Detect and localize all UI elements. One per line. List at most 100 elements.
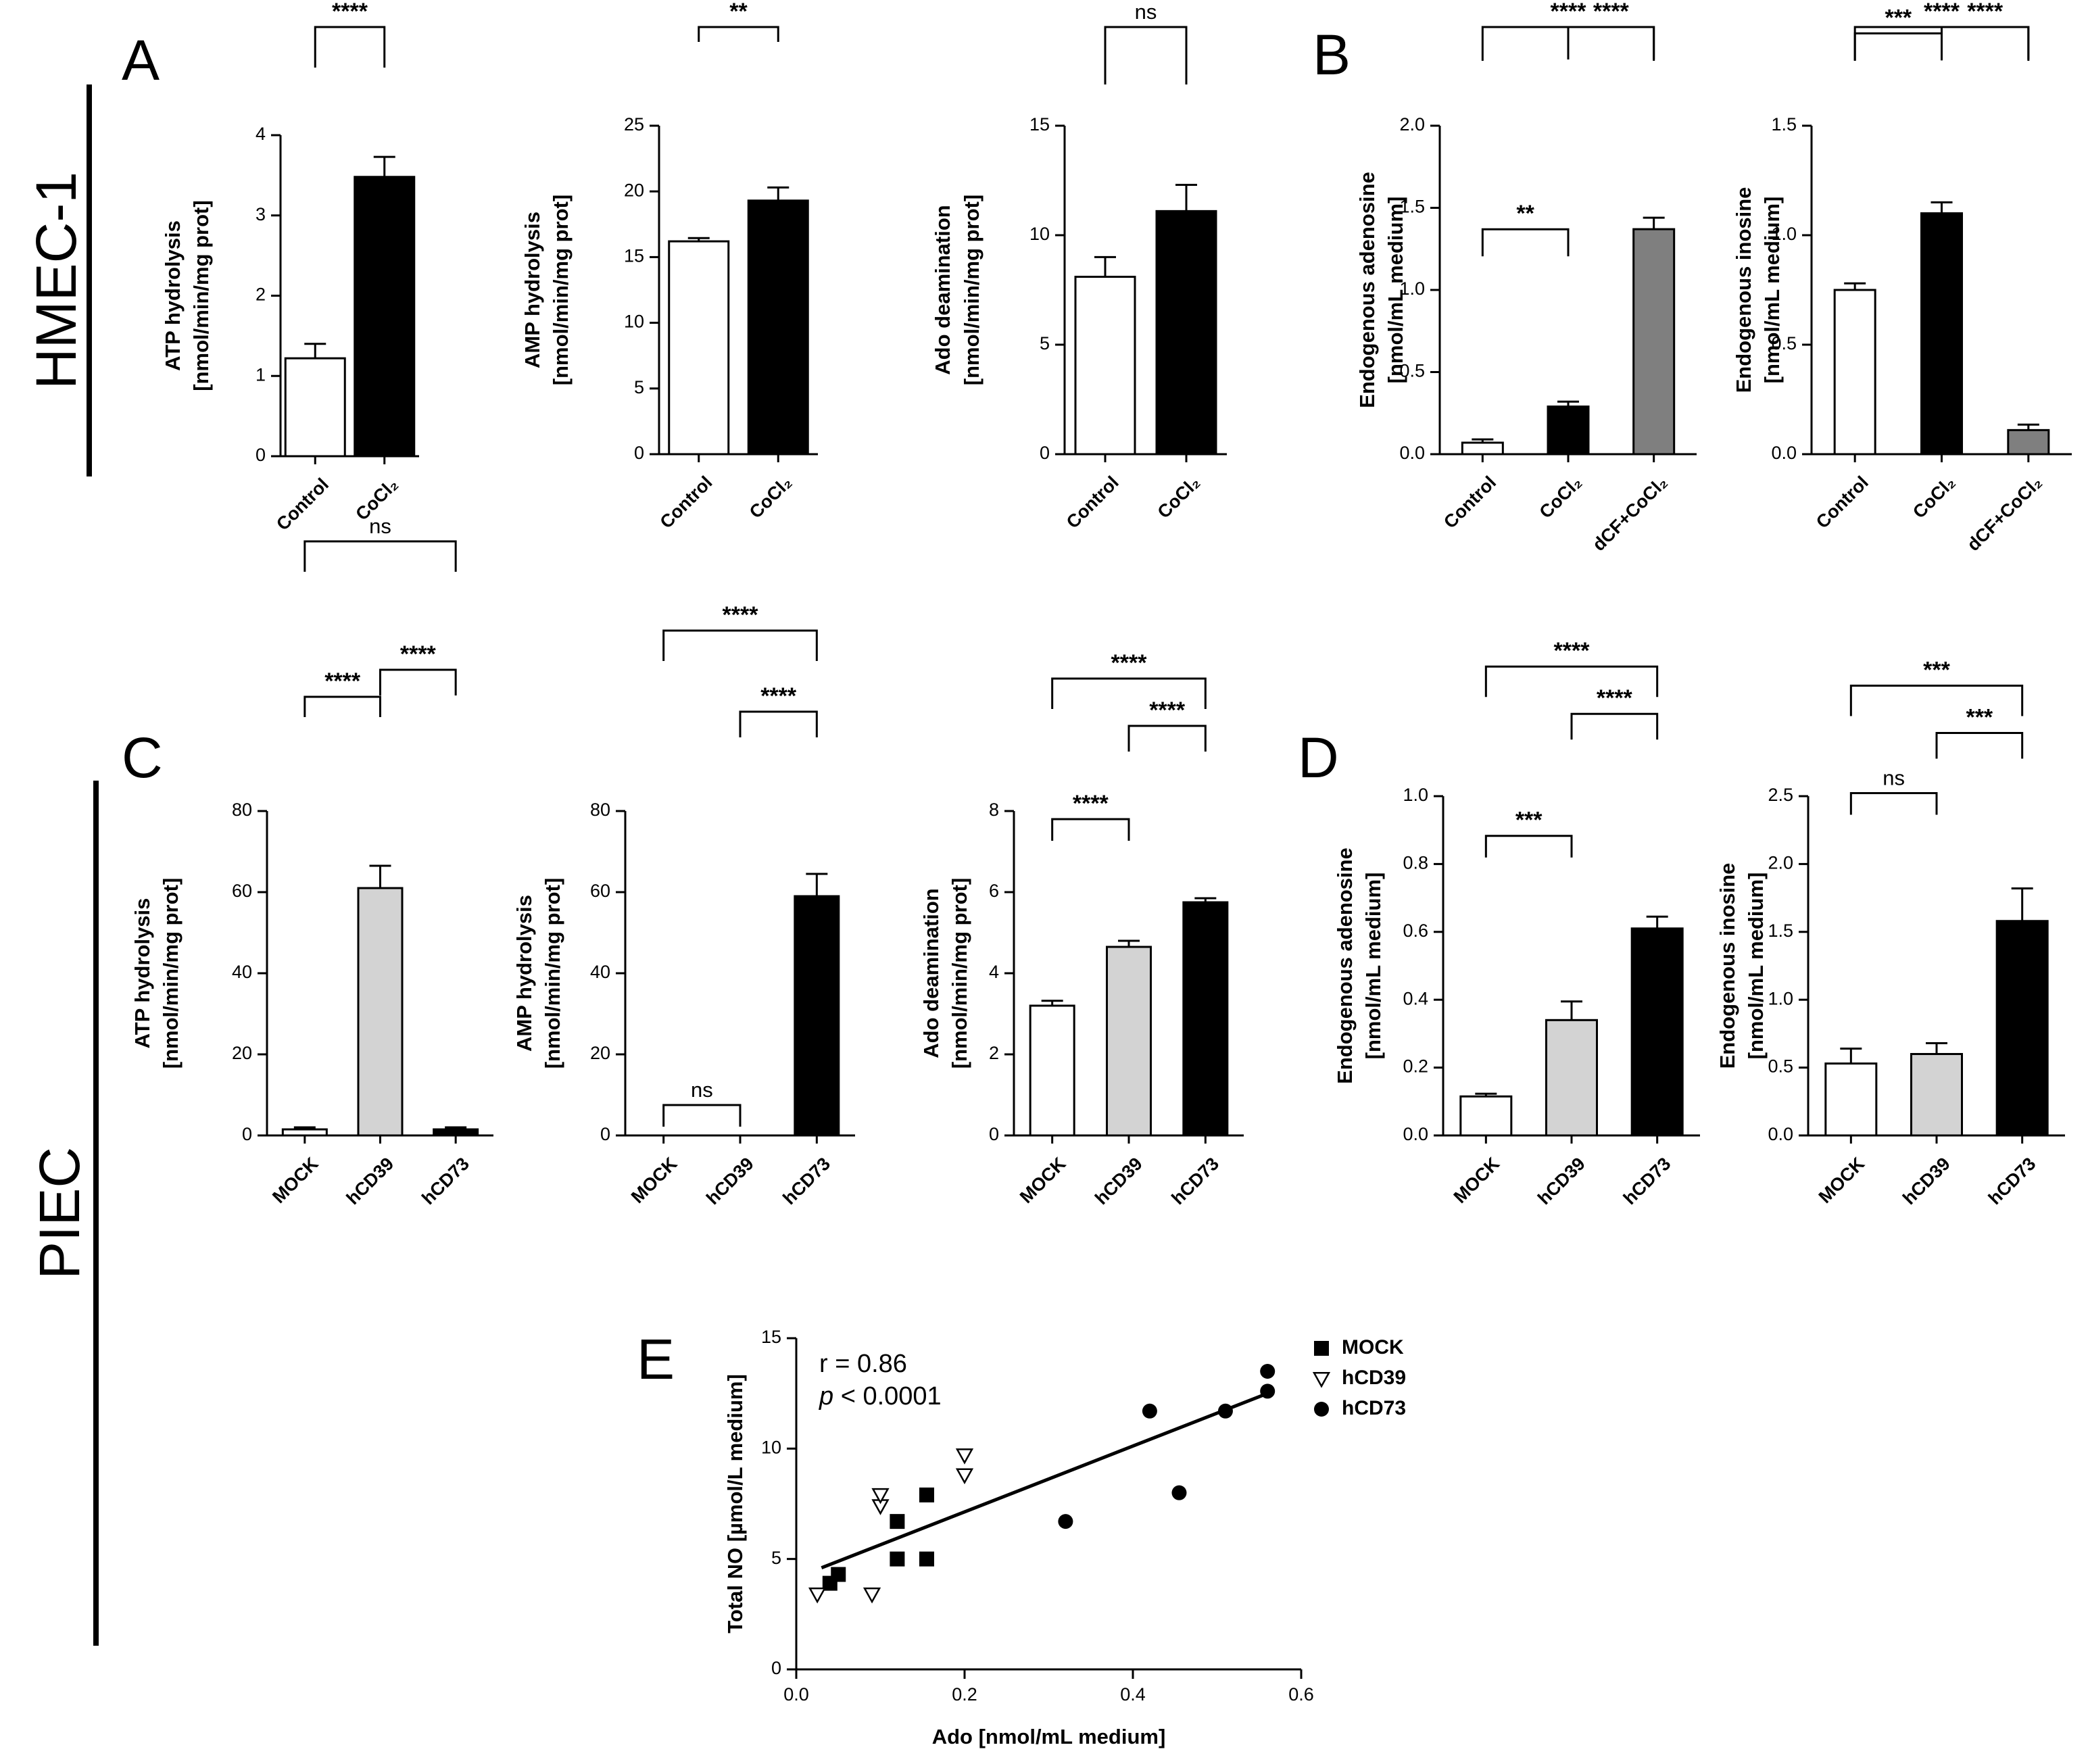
y-tick-label: 25 bbox=[624, 114, 644, 134]
y-axis-label: ATP hydrolysis bbox=[161, 220, 185, 371]
y-axis-label-units: [nmol/mL medium] bbox=[1760, 197, 1784, 384]
scatter-point-mock bbox=[890, 1551, 905, 1567]
row-piec-label: PIEC bbox=[28, 1147, 91, 1279]
scatter-point-hcd39 bbox=[871, 1488, 890, 1504]
y-axis-label: ATP hydrolysis bbox=[130, 898, 154, 1049]
significance-bracket bbox=[1849, 791, 1938, 815]
y-axis-label-units: [nmol/min/mg prot] bbox=[159, 878, 183, 1069]
significance-label: **** bbox=[723, 602, 759, 628]
regression-line bbox=[821, 1392, 1269, 1570]
y-tick-label: 15 bbox=[761, 1327, 781, 1347]
significance-bracket bbox=[1104, 26, 1188, 84]
significance-bracket bbox=[1570, 712, 1659, 740]
y-tick-label: 15 bbox=[1029, 114, 1050, 134]
significance-bracket bbox=[304, 540, 457, 572]
y-tick-label: 5 bbox=[634, 377, 644, 397]
significance-bracket bbox=[662, 629, 818, 661]
y-axis-label-units: [nmol/min/mg prot] bbox=[948, 878, 971, 1069]
significance-label: **** bbox=[1967, 0, 2004, 24]
y-axis-label-units: [nmol/mL medium] bbox=[1384, 197, 1407, 384]
y-tick-label: 20 bbox=[232, 1043, 252, 1063]
y-tick-label: 1.0 bbox=[1399, 278, 1425, 299]
x-axis-label: Ado [nmol/mL medium] bbox=[932, 1725, 1166, 1748]
y-axis-label-units: [nmol/min/mg prot] bbox=[960, 195, 984, 385]
bar bbox=[1833, 289, 1876, 456]
y-tick-label: 4 bbox=[989, 962, 999, 982]
y-tick-label: 80 bbox=[232, 800, 252, 820]
scatter-point-hcd73 bbox=[1217, 1403, 1233, 1419]
correlation-r: r = 0.86 bbox=[819, 1350, 907, 1378]
y-axis-label-units: [nmol/min/mg prot] bbox=[549, 195, 573, 385]
significance-bracket bbox=[1481, 26, 1655, 61]
y-tick-label: 0.8 bbox=[1403, 853, 1428, 873]
scatter-point-hcd73 bbox=[1142, 1403, 1157, 1419]
y-tick-label: 0.0 bbox=[1771, 443, 1797, 463]
bar bbox=[794, 895, 840, 1137]
x-tick-label: 0.0 bbox=[783, 1684, 809, 1705]
legend-label: hCD73 bbox=[1342, 1397, 1406, 1419]
x-tick-label: 0.2 bbox=[952, 1684, 977, 1705]
bar bbox=[1155, 210, 1217, 456]
y-tick-label: 2 bbox=[989, 1043, 999, 1063]
y-tick-label: 40 bbox=[232, 962, 252, 982]
bar bbox=[747, 199, 809, 456]
significance-label: **** bbox=[1551, 0, 1587, 24]
significance-label: **** bbox=[1111, 650, 1148, 676]
y-tick-label: 15 bbox=[624, 246, 644, 266]
y-axis-label-units: [nmol/min/mg prot] bbox=[541, 878, 564, 1069]
significance-label: **** bbox=[1924, 0, 1960, 24]
y-axis-label: Endogenous adenosine bbox=[1333, 848, 1357, 1084]
bar bbox=[668, 240, 730, 456]
y-tick-label: 1 bbox=[256, 364, 266, 385]
significance-label: **** bbox=[1073, 791, 1109, 816]
significance-label: **** bbox=[1597, 685, 1633, 711]
y-tick-label: 0 bbox=[634, 443, 644, 463]
bar bbox=[1547, 406, 1590, 456]
bar bbox=[1545, 1019, 1598, 1137]
bar bbox=[281, 1128, 328, 1137]
significance-bracket bbox=[662, 1104, 742, 1127]
panel-letter-a: A bbox=[122, 28, 160, 92]
significance-bracket bbox=[739, 710, 818, 737]
significance-label: ns bbox=[691, 1078, 713, 1102]
panel-letter-b: B bbox=[1313, 23, 1351, 87]
bar bbox=[1920, 212, 1963, 456]
significance-label: *** bbox=[1966, 705, 1993, 731]
y-axis-label: Endogenous inosine bbox=[1716, 863, 1739, 1069]
bar bbox=[1995, 920, 2049, 1137]
significance-label: *** bbox=[1515, 808, 1543, 833]
y-tick-label: 2.0 bbox=[1768, 853, 1793, 873]
y-tick-label: 0 bbox=[256, 445, 266, 465]
significance-bracket bbox=[1849, 685, 2024, 716]
y-tick-label: 0.0 bbox=[1768, 1124, 1793, 1144]
bar bbox=[1824, 1062, 1878, 1137]
scatter-point-mock bbox=[919, 1551, 934, 1567]
y-tick-label: 1.0 bbox=[1768, 988, 1793, 1008]
scatter-point-hcd73 bbox=[1171, 1485, 1187, 1500]
chart-e-scatter: 0 5 10 15 0.0 0.2 0.4 0.6 Ado [nmol/mL medium] To… bbox=[723, 1327, 1406, 1748]
significance-bracket bbox=[1484, 835, 1573, 858]
y-tick-label: 6 bbox=[989, 881, 999, 901]
significance-bracket bbox=[1481, 228, 1570, 257]
significance-bracket bbox=[1484, 665, 1659, 697]
y-tick-label: 0 bbox=[242, 1124, 252, 1144]
significance-label: **** bbox=[400, 641, 437, 667]
significance-bracket bbox=[1051, 818, 1130, 841]
y-tick-label: 1.5 bbox=[1768, 921, 1793, 941]
chart-a-amp-hydrolysis: 0 5 10 15 20 25 AMP hydrolysis [nmol/min/mg pro… bbox=[520, 0, 818, 533]
panel-letter-c: C bbox=[122, 726, 163, 789]
y-tick-label: 2.0 bbox=[1399, 114, 1425, 134]
legend-marker-hcd73 bbox=[1314, 1402, 1329, 1417]
y-tick-label: 80 bbox=[590, 800, 610, 820]
bar bbox=[1459, 1095, 1513, 1137]
bar bbox=[1182, 901, 1229, 1137]
y-tick-label: 10 bbox=[624, 312, 644, 332]
scatter-point-hcd39 bbox=[955, 1448, 974, 1465]
y-tick-label: 0.4 bbox=[1403, 988, 1428, 1008]
legend-label: MOCK bbox=[1342, 1336, 1404, 1358]
legend-marker-hcd39 bbox=[1312, 1371, 1331, 1388]
y-tick-label: 0.0 bbox=[1403, 1124, 1428, 1144]
y-tick-label: 0.0 bbox=[1399, 443, 1425, 463]
